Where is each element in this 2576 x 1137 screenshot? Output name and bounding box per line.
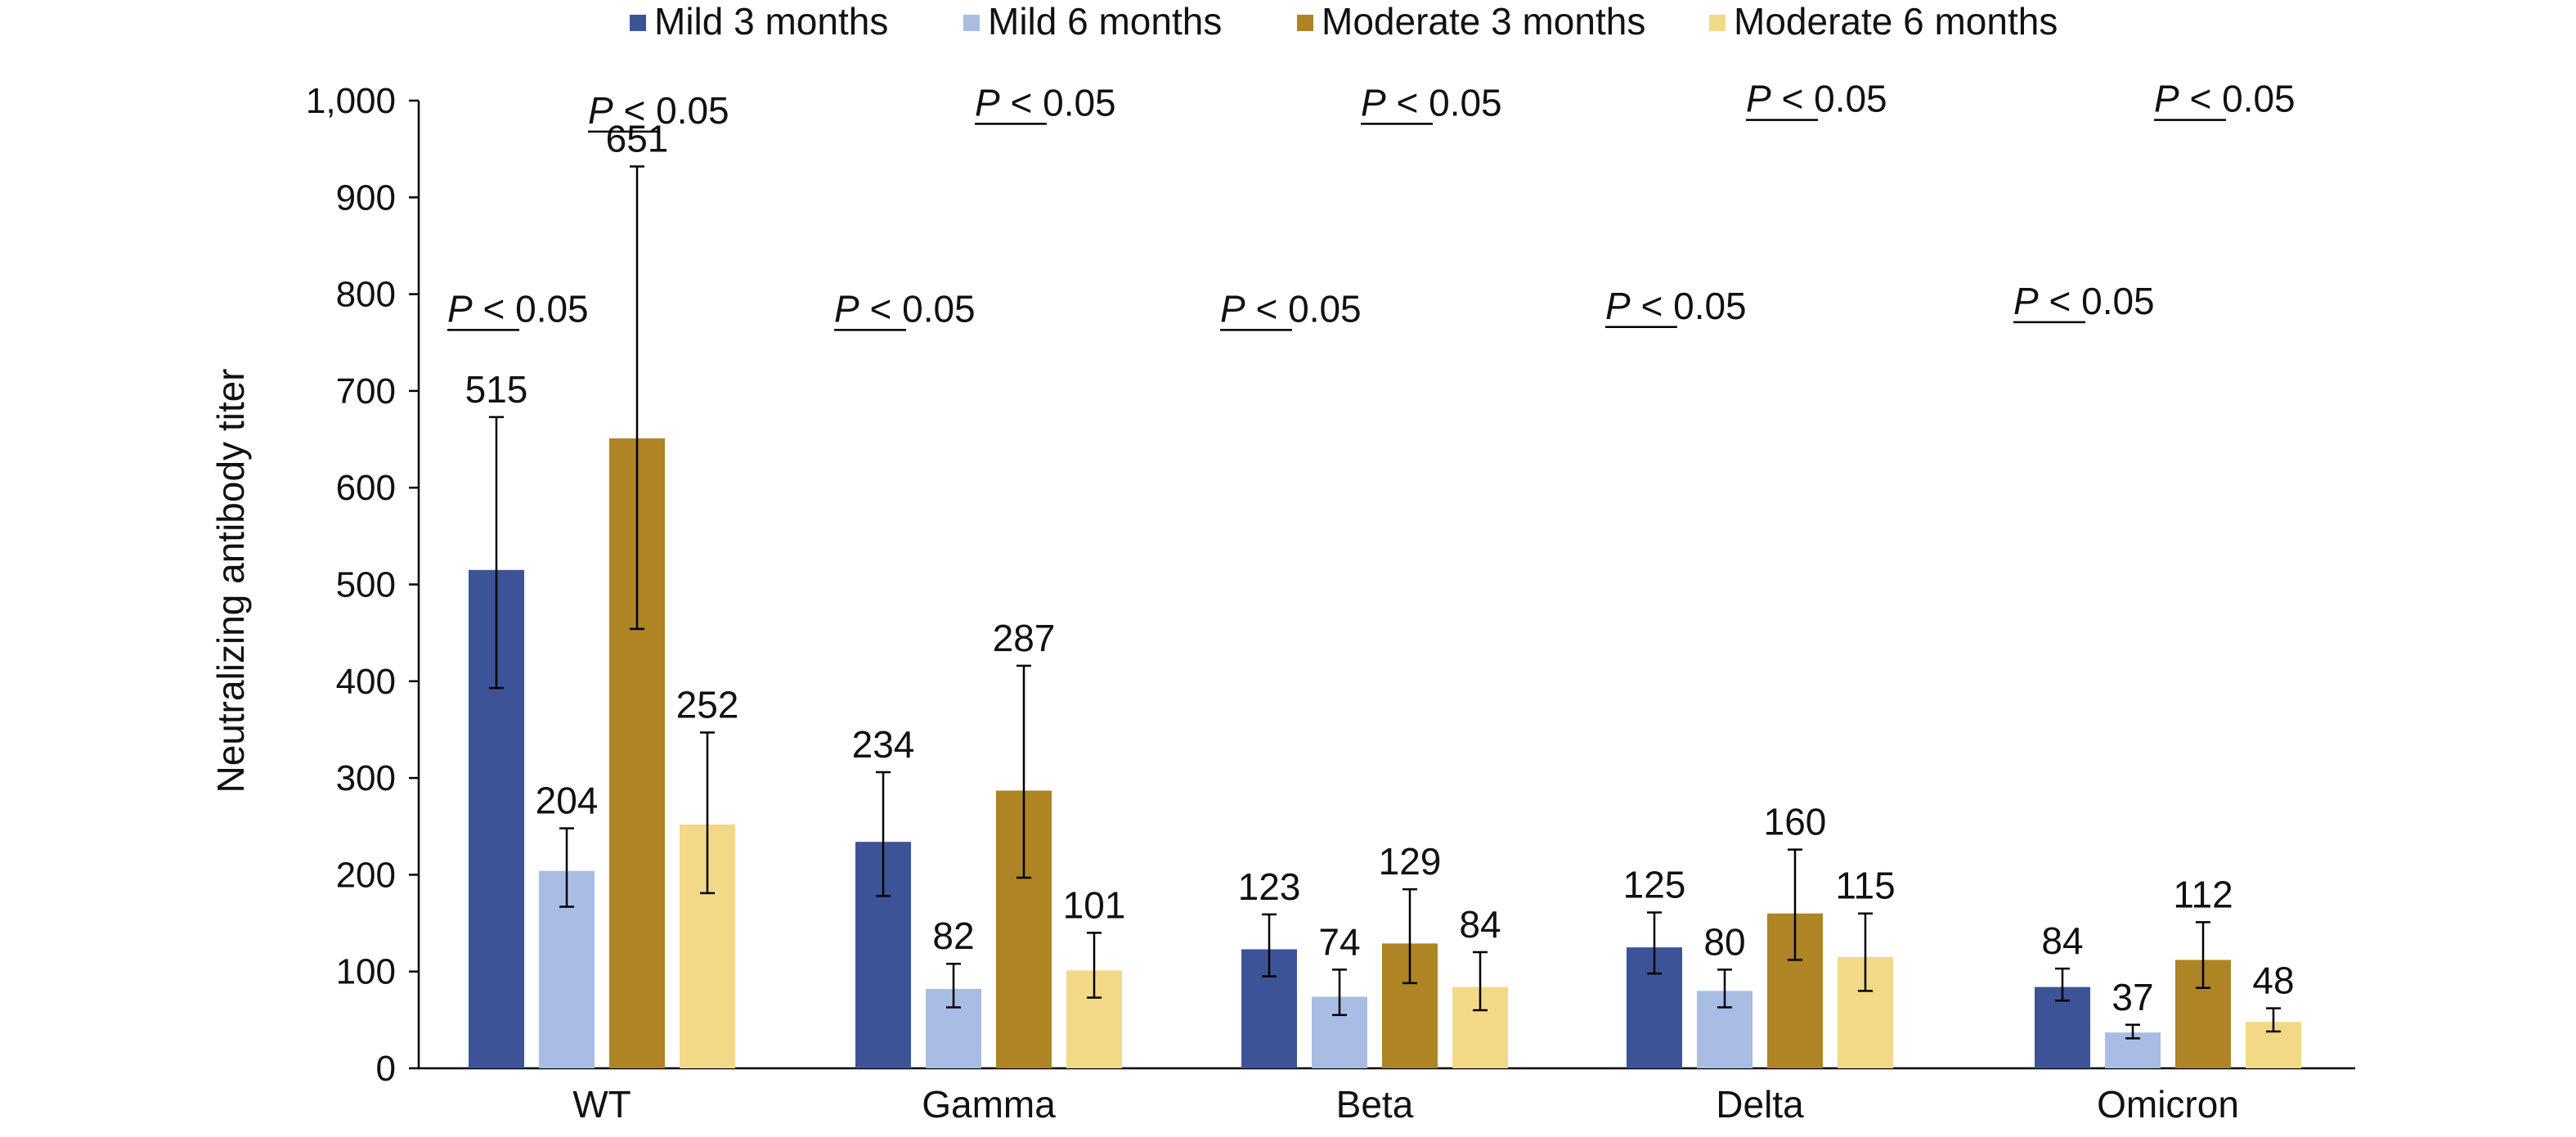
data-label: 80	[1703, 920, 1745, 963]
legend-swatch	[963, 15, 980, 31]
data-label: 204	[536, 780, 599, 822]
x-axis: WT Gamma Beta Delta Omicron	[419, 1067, 2355, 1126]
significance-label: P < 0.05	[1746, 78, 1887, 120]
data-label: 252	[676, 683, 739, 726]
y-tick-label: 900	[336, 178, 396, 218]
y-tick-label: 700	[336, 371, 396, 411]
x-tick-label: Beta	[1336, 1083, 1414, 1126]
legend-swatch	[1709, 15, 1726, 31]
data-label: 101	[1063, 883, 1126, 926]
significance-label: P < 0.05	[834, 287, 976, 330]
significance-label: P < 0.05	[2154, 78, 2296, 120]
x-tick-label: WT	[572, 1083, 631, 1126]
data-label: 160	[1764, 801, 1827, 843]
data-label: 234	[852, 723, 915, 766]
data-label: 84	[1459, 903, 1501, 946]
value-labels: 515 234 123 125 84 204 82 74 80 37 651 287 129 160 112…	[465, 117, 2295, 1018]
y-tick-label: 300	[336, 758, 396, 798]
x-tick-label: Omicron	[2097, 1083, 2239, 1126]
data-label: 37	[2112, 976, 2153, 1018]
y-tick-label: 800	[336, 275, 396, 315]
data-label: 287	[993, 617, 1056, 659]
legend-label: Mild 6 months	[988, 0, 1222, 43]
legend-swatch	[630, 15, 646, 31]
significance-annotations: P < 0.05 P < 0.05 P < 0.05 P < 0.05 P < 0.05…	[447, 78, 2296, 331]
y-axis: 0 100 200 300 400 500 600 700 800 900 1,000	[306, 81, 420, 1089]
bars	[469, 438, 2301, 1068]
data-label: 48	[2252, 959, 2294, 1002]
data-label: 82	[932, 915, 974, 957]
data-label: 74	[1318, 920, 1360, 963]
data-label: 125	[1623, 864, 1686, 906]
error-bars	[489, 165, 2281, 1040]
significance-label: P < 0.05	[588, 89, 729, 132]
y-tick-label: 1,000	[306, 81, 396, 121]
legend-label: Mild 3 months	[654, 0, 888, 43]
legend: Mild 3 months Mild 6 months Moderate 3 mon…	[630, 0, 2058, 43]
y-tick-label: 0	[376, 1049, 396, 1089]
significance-label: P < 0.05	[1361, 81, 1502, 124]
data-label: 651	[606, 117, 669, 160]
significance-label: P < 0.05	[447, 287, 589, 330]
x-tick-label: Delta	[1716, 1083, 1804, 1126]
y-tick-label: 100	[336, 952, 396, 992]
y-axis-title: Neutralizing antibody titer	[209, 368, 252, 793]
significance-label: P < 0.05	[1605, 285, 1747, 327]
data-label: 84	[2041, 919, 2083, 962]
data-label: 115	[1835, 865, 1895, 907]
legend-swatch	[1297, 15, 1313, 31]
legend-label: Moderate 3 months	[1322, 0, 1645, 43]
legend-label: Moderate 6 months	[1734, 0, 2058, 43]
significance-label: P < 0.05	[975, 81, 1116, 124]
data-label: 123	[1238, 865, 1301, 908]
y-tick-label: 600	[336, 468, 396, 508]
data-label: 129	[1379, 840, 1442, 883]
y-tick-label: 500	[336, 565, 396, 605]
y-tick-label: 200	[336, 855, 396, 895]
data-label: 515	[465, 368, 528, 411]
x-tick-label: Gamma	[922, 1083, 1056, 1126]
data-label: 112	[2173, 873, 2233, 915]
significance-label: P < 0.05	[1220, 287, 1362, 330]
significance-label: P < 0.05	[2013, 280, 2155, 322]
y-tick-label: 400	[336, 662, 396, 702]
